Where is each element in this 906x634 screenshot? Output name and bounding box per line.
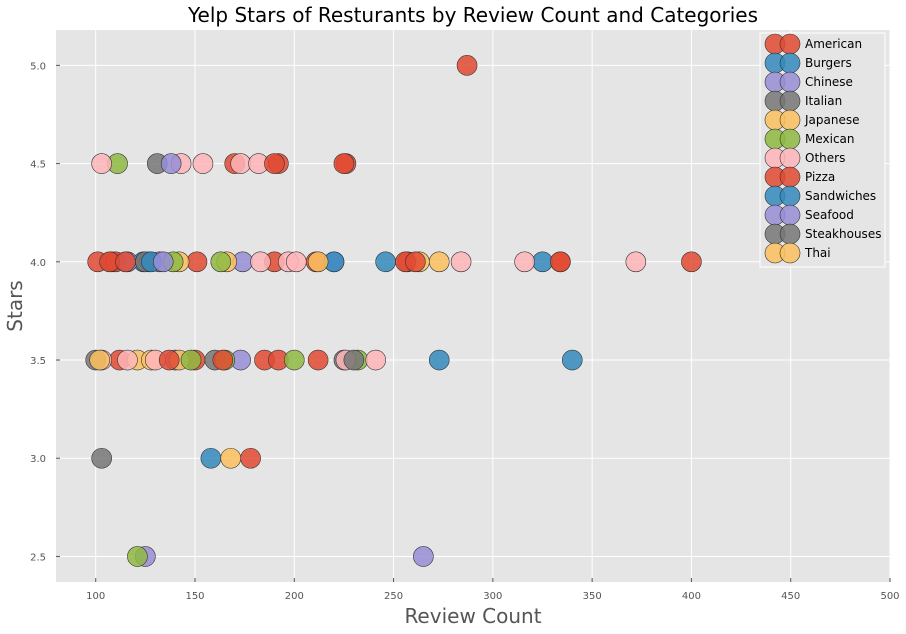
legend-label: Japanese [804, 113, 860, 127]
legend-marker [779, 147, 801, 169]
data-point-thai [307, 251, 329, 273]
data-point-others [450, 251, 472, 273]
legend-marker [779, 185, 801, 207]
legend-label: Chinese [805, 75, 853, 89]
legend-marker [779, 33, 801, 55]
data-point-mexican [180, 349, 202, 371]
legend-marker [779, 90, 801, 112]
legend-marker [779, 166, 801, 188]
y-tick-label: 4.5 [30, 160, 46, 171]
data-point-american [307, 349, 329, 371]
x-tick-label: 500 [880, 591, 899, 602]
data-point-japanese [428, 251, 450, 273]
x-tick-label: 300 [483, 591, 502, 602]
data-point-seafood [160, 153, 182, 174]
legend-label: American [805, 37, 862, 51]
legend-label: Seafood [805, 208, 854, 222]
legend-label: Italian [805, 94, 842, 108]
y-axis-label: Stars [3, 280, 27, 331]
legend-label: Mexican [805, 132, 855, 146]
data-point-burgers [375, 251, 396, 273]
data-point-others [91, 153, 112, 174]
data-point-american [240, 447, 261, 469]
data-point-others [514, 251, 535, 273]
data-point-pizza [264, 153, 285, 174]
data-point-others [117, 349, 138, 371]
y-tick-label: 3.0 [30, 454, 46, 465]
x-tick-label: 150 [185, 591, 204, 602]
legend-marker [779, 223, 801, 245]
data-point-burgers [561, 349, 583, 371]
data-point-pizza [405, 251, 426, 273]
y-tick-label: 4.0 [30, 258, 46, 269]
data-point-japanese [220, 447, 242, 469]
data-point-steakhouses [343, 349, 365, 371]
legend-marker [779, 109, 801, 131]
legend-label: Sandwiches [805, 189, 876, 203]
data-point-mexican [210, 251, 232, 273]
legend-label: Steakhouses [805, 227, 881, 241]
legend-label: Others [805, 151, 845, 165]
data-point-pizza [158, 349, 180, 371]
y-tick-label: 3.5 [30, 356, 46, 367]
data-point-others [285, 251, 307, 273]
x-axis-label: Review Count [404, 604, 541, 628]
legend-marker [779, 128, 801, 150]
data-point-others [625, 251, 647, 273]
y-tick-label: 5.0 [30, 61, 46, 72]
legend-marker [779, 52, 801, 74]
data-point-thai [89, 349, 110, 371]
y-tick-label: 2.5 [30, 552, 46, 563]
legend-marker [779, 242, 801, 264]
data-point-american [186, 251, 208, 273]
data-point-chinese [413, 546, 434, 567]
data-point-others [365, 349, 387, 371]
legend-label: Pizza [805, 170, 835, 184]
data-point-burgers [428, 349, 450, 371]
x-tick-label: 100 [86, 591, 105, 602]
x-tick-label: 250 [384, 591, 403, 602]
data-point-mexican [127, 546, 148, 567]
data-point-others [192, 153, 214, 174]
legend-label: Thai [804, 246, 831, 260]
data-point-pizza [212, 349, 234, 371]
data-point-others [250, 251, 271, 273]
legend-marker [779, 204, 801, 226]
axis-ticks: 100 150 200 250 300 350 400 450 500 2.5 3.0 3.5 4.0 4… [30, 61, 899, 602]
data-points [85, 55, 702, 567]
data-point-burgers [532, 251, 553, 273]
data-point-american [456, 55, 478, 76]
data-point-mexican [283, 349, 305, 371]
chart-title: Yelp Stars of Resturants by Review Count… [187, 3, 758, 27]
data-point-burgers [200, 447, 222, 469]
data-point-pizza [115, 251, 136, 273]
x-tick-label: 400 [682, 591, 701, 602]
x-tick-label: 450 [781, 591, 800, 602]
data-point-american [681, 251, 702, 273]
data-point-pizza [550, 251, 571, 273]
x-tick-label: 200 [285, 591, 304, 602]
data-point-seafood [152, 251, 174, 273]
data-point-others [230, 153, 251, 174]
data-point-italian [91, 447, 112, 469]
x-tick-label: 350 [583, 591, 602, 602]
legend-marker [779, 71, 801, 93]
data-point-pizza [333, 153, 355, 174]
legend-label: Burgers [805, 56, 852, 70]
legend: American Burgers Chinese Italian Japanese Mex… [759, 32, 886, 268]
